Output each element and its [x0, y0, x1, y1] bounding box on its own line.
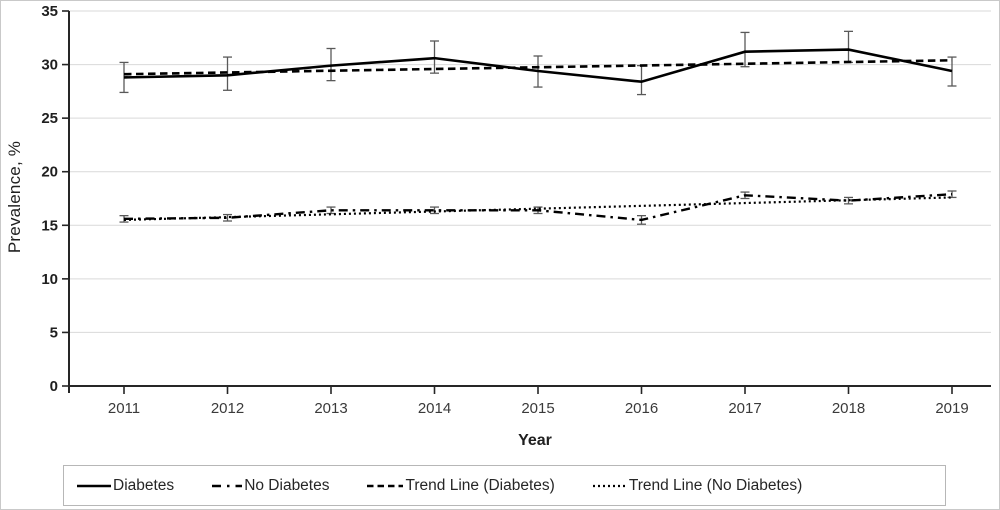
dotted-line-swatch-icon — [592, 484, 627, 487]
dashed-line-swatch-icon — [367, 484, 404, 487]
legend-item-no-diabetes: No Diabetes — [212, 477, 329, 495]
legend-item-trend-no-diabetes: Trend Line (No Diabetes) — [592, 476, 803, 495]
y-tick-label: 25 — [41, 110, 58, 127]
x-tick-label: 2011 — [108, 400, 140, 417]
x-tick-label: 2012 — [211, 400, 244, 417]
dashdot-line-swatch-icon — [212, 484, 243, 487]
x-tick-label: 2015 — [521, 400, 554, 417]
y-tick-label: 35 — [41, 3, 58, 20]
legend-label-no-diabetes: No Diabetes — [244, 476, 330, 494]
x-tick-label: 2019 — [935, 400, 968, 417]
chart-canvas: 0 5 10 15 20 25 30 35 2011 2012 2013 2014 2015 2016 20… — [41, 3, 991, 417]
y-tick-label: 20 — [41, 164, 58, 181]
x-tick-label: 2014 — [418, 400, 451, 417]
legend: Diabetes No Diabetes Trend Line (Diabete… — [63, 465, 946, 506]
y-tick-label: 15 — [41, 217, 58, 234]
x-axis-title: Year — [518, 432, 552, 449]
y-tick-label: 10 — [41, 271, 58, 288]
solid-line-swatch-icon — [77, 484, 111, 487]
trend-line-trend-line-diabetes- — [123, 58, 953, 76]
y-axis-title: Prevalence, % — [5, 140, 24, 254]
legend-label-trend-no-diabetes: Trend Line (No Diabetes) — [628, 476, 803, 494]
y-tick-label: 0 — [50, 378, 58, 395]
x-tick-label: 2018 — [832, 400, 865, 417]
legend-label-trend-diabetes: Trend Line (Diabetes) — [405, 476, 555, 494]
legend-label-diabetes: Diabetes — [113, 476, 175, 494]
legend-item-trend-diabetes: Trend Line (Diabetes) — [367, 476, 555, 495]
legend-item-diabetes: Diabetes — [77, 477, 174, 495]
y-tick-label: 5 — [50, 324, 58, 341]
x-tick-label: 2016 — [625, 400, 658, 417]
series-line-no-diabetes — [123, 193, 953, 222]
y-tick-label: 30 — [41, 57, 58, 74]
trend-line-trend-line-no-diabetes- — [123, 196, 953, 222]
x-tick-label: 2017 — [728, 400, 761, 417]
x-tick-label: 2013 — [314, 400, 347, 417]
